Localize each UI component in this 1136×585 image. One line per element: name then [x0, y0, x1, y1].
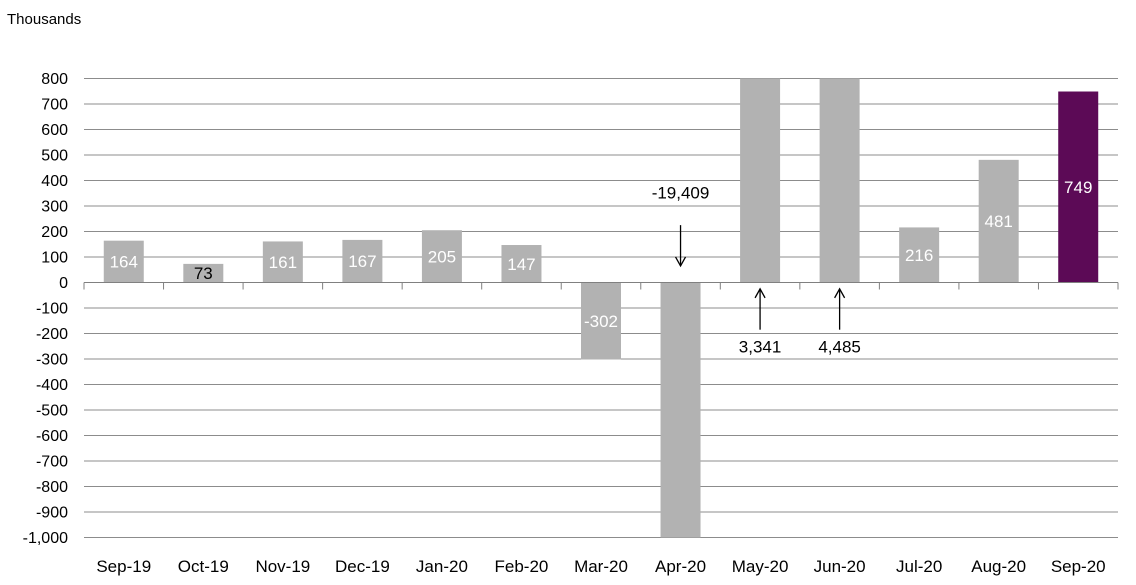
off-scale-label: 3,341 — [739, 338, 782, 357]
bar-oct-19 — [183, 263, 224, 283]
data-label: 73 — [194, 264, 213, 283]
off-scale-label: -19,409 — [652, 183, 710, 202]
y-tick-label: 100 — [41, 250, 68, 267]
bar-jun-20 — [819, 78, 860, 283]
data-label: 147 — [507, 255, 535, 274]
data-label: 481 — [985, 212, 1013, 231]
bar-jan-20 — [421, 230, 462, 283]
y-tick-label: -200 — [36, 326, 68, 343]
x-tick-label: Oct-19 — [178, 557, 229, 576]
x-axis — [83, 282, 1119, 290]
bar-may-20 — [740, 78, 781, 283]
data-label: 749 — [1064, 178, 1092, 197]
y-tick-label: -300 — [36, 352, 68, 369]
bar-nov-19 — [262, 241, 303, 283]
data-label: 216 — [905, 246, 933, 265]
y-tick-label: -1,000 — [23, 530, 68, 547]
data-label: 205 — [428, 247, 456, 266]
y-tick-label: -700 — [36, 454, 68, 471]
bar-sep-20 — [1058, 91, 1099, 283]
data-label: 161 — [269, 253, 297, 272]
y-tick-label: -800 — [36, 479, 68, 496]
y-tick-label: 0 — [59, 275, 68, 292]
annotation-arrow-head — [834, 287, 846, 299]
x-tick-label: Sep-20 — [1051, 557, 1106, 576]
x-axis-tick-labels: Sep-19 Oct-19 Nov-19 Dec-19 Jan-20 Feb-20 Mar-… — [96, 557, 1105, 576]
unit-label: Thousands — [7, 11, 81, 28]
off-scale-label: 4,485 — [818, 338, 861, 357]
off-scale-annotations: -19,409 3,341 4,485 — [652, 183, 861, 356]
y-tick-label: -900 — [36, 505, 68, 522]
y-tick-label: 200 — [41, 224, 68, 241]
y-tick-label: -100 — [36, 301, 68, 318]
y-tick-label: 400 — [41, 173, 68, 190]
gridlines — [84, 78, 1118, 538]
y-axis-tick-labels: 800 700 600 500 400 300 200 100 0 -100 -200 -300 -40… — [23, 71, 68, 547]
bar-dec-19 — [342, 239, 383, 283]
data-label: 167 — [348, 252, 376, 271]
data-label: 164 — [110, 253, 138, 272]
y-tick-label: -400 — [36, 377, 68, 394]
y-tick-label: 700 — [41, 97, 68, 114]
bar-mar-20 — [581, 282, 621, 360]
y-tick-label: 500 — [41, 148, 68, 165]
x-tick-label: Jan-20 — [416, 557, 468, 576]
bar-feb-20 — [501, 245, 542, 283]
x-tick-label: Sep-19 — [96, 557, 151, 576]
x-tick-label: May-20 — [732, 557, 789, 576]
y-tick-label: -500 — [36, 403, 68, 420]
x-tick-label: Nov-19 — [255, 557, 310, 576]
annotation-arrow-head — [674, 256, 687, 268]
y-tick-label: 600 — [41, 122, 68, 139]
y-tick-label: 800 — [41, 71, 68, 88]
data-labels: 164 73 161 167 205 147 -302 216 481 749 — [110, 178, 1093, 331]
x-tick-label: Jun-20 — [814, 557, 866, 576]
bar-jul-20 — [899, 227, 940, 283]
bars — [103, 78, 1099, 538]
x-tick-label: Apr-20 — [655, 557, 706, 576]
bar-apr-20 — [660, 282, 701, 538]
x-tick-label: Dec-19 — [335, 557, 390, 576]
bar-aug-20 — [978, 159, 1019, 283]
x-tick-label: Feb-20 — [495, 557, 549, 576]
x-tick-label: Jul-20 — [896, 557, 942, 576]
x-tick-label: Aug-20 — [971, 557, 1026, 576]
data-label: -302 — [584, 312, 618, 331]
y-tick-label: -600 — [36, 428, 68, 445]
y-tick-label: 300 — [41, 199, 68, 216]
annotation-arrow-head — [754, 287, 766, 299]
bar-sep-19 — [103, 240, 144, 283]
x-tick-label: Mar-20 — [574, 557, 628, 576]
